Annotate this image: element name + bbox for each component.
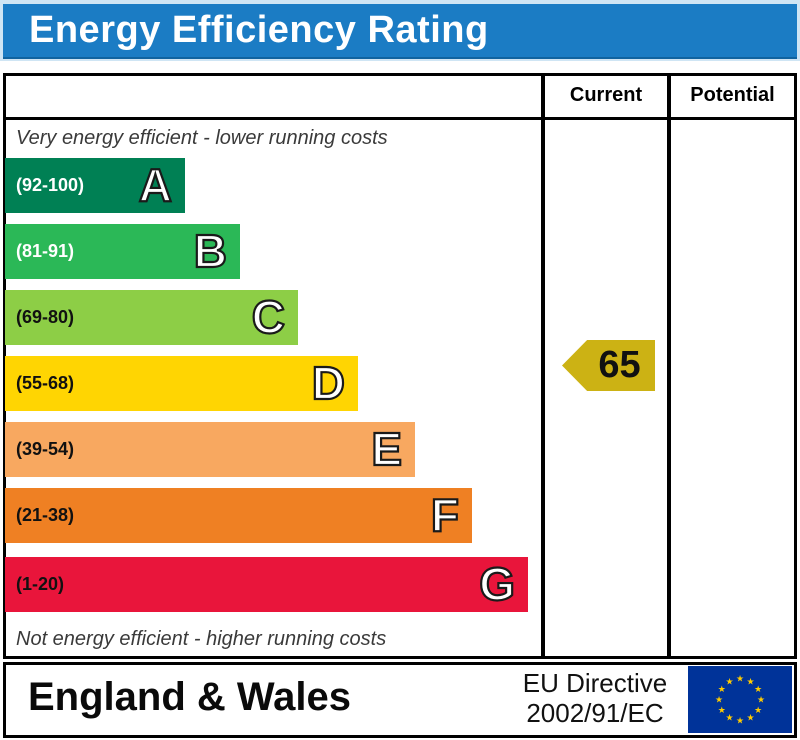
band-range: (81-91)	[16, 241, 75, 261]
eu-directive-line1: EU Directive	[522, 668, 668, 698]
svg-text:★: ★	[746, 677, 754, 687]
current-rating-arrow: 65	[562, 340, 655, 391]
caption-efficient: Very energy efficient - lower running co…	[16, 127, 388, 149]
caption-not-efficient: Not energy efficient - higher running co…	[16, 628, 387, 650]
band-range: (21-38)	[16, 505, 75, 525]
band-a: (92-100) A	[5, 158, 185, 213]
svg-text:★: ★	[746, 714, 754, 724]
current-column-divider	[541, 73, 545, 659]
region-label: England & Wales	[28, 675, 352, 719]
band-letter: B	[193, 224, 228, 278]
band-letter: F	[430, 488, 460, 542]
footer	[3, 662, 797, 738]
band-letter: A	[138, 158, 173, 212]
band-letter: D	[311, 356, 346, 410]
header-divider	[3, 117, 797, 120]
eu-directive-label: EU Directive 2002/91/EC	[510, 668, 680, 728]
band-letter: C	[251, 290, 286, 344]
potential-column-header: Potential	[690, 84, 775, 106]
svg-text:★: ★	[718, 685, 726, 695]
svg-text:★: ★	[725, 714, 733, 724]
title-bar: Energy Efficiency Rating	[3, 4, 797, 59]
eu-flag-icon: ★ ★ ★ ★ ★ ★ ★ ★ ★ ★ ★ ★	[688, 666, 792, 733]
band-f: (21-38) F	[5, 488, 472, 543]
eu-directive-line2: 2002/91/EC	[526, 698, 664, 728]
band-range: (92-100)	[16, 175, 85, 195]
band-letter: E	[370, 422, 403, 476]
potential-column-divider	[667, 73, 671, 659]
svg-text:★: ★	[757, 696, 765, 706]
band-range: (69-80)	[16, 307, 75, 327]
band-c: (69-80) C	[5, 290, 298, 345]
svg-text:★: ★	[736, 717, 744, 727]
band-d: (55-68) D	[5, 356, 358, 411]
band-b: (81-91) B	[5, 224, 240, 279]
svg-text:★: ★	[754, 685, 762, 695]
band-range: (39-54)	[16, 439, 75, 459]
svg-text:★: ★	[736, 675, 744, 685]
page-title: Energy Efficiency Rating	[29, 9, 489, 51]
band-e: (39-54) E	[5, 422, 415, 477]
svg-text:★: ★	[718, 706, 726, 716]
band-range: (55-68)	[16, 373, 75, 393]
band-range: (1-20)	[16, 574, 65, 594]
current-column-header: Current	[569, 84, 643, 106]
current-rating-value: 65	[598, 344, 641, 386]
band-g: (1-20) G	[5, 557, 528, 612]
svg-text:★: ★	[715, 696, 723, 706]
band-letter: G	[478, 557, 516, 611]
svg-text:★: ★	[725, 677, 733, 687]
svg-text:★: ★	[754, 706, 762, 716]
